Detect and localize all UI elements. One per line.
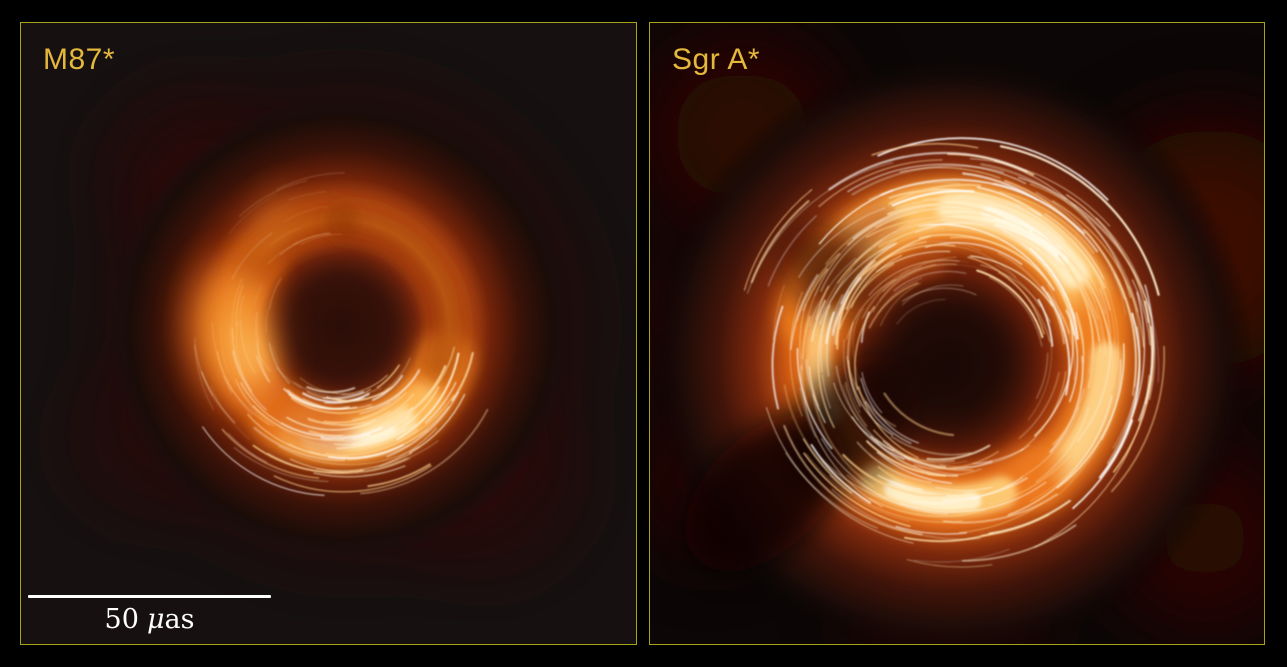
m87-blackhole-image <box>21 23 636 644</box>
sgra-shadow <box>848 273 1044 469</box>
m87-polarization-streaks <box>194 172 489 496</box>
scale-bar-value: 50 <box>104 604 139 635</box>
sgra-polarization-streaks <box>743 137 1165 568</box>
scale-bar: 50 μas <box>28 595 271 635</box>
scale-bar-label: 50 μas <box>28 604 271 635</box>
scale-bar-mu: μ <box>146 604 165 635</box>
panel-m87: M87* 50 μas <box>20 22 637 645</box>
panel-sgra: Sgr A* <box>649 22 1265 645</box>
m87-shadow <box>259 241 427 409</box>
scale-bar-line <box>28 595 271 598</box>
panel-title-m87: M87* <box>43 43 116 76</box>
sgra-blackhole-image <box>650 23 1264 644</box>
scale-bar-unit: as <box>164 604 195 635</box>
panel-title-sgra: Sgr A* <box>672 43 761 76</box>
